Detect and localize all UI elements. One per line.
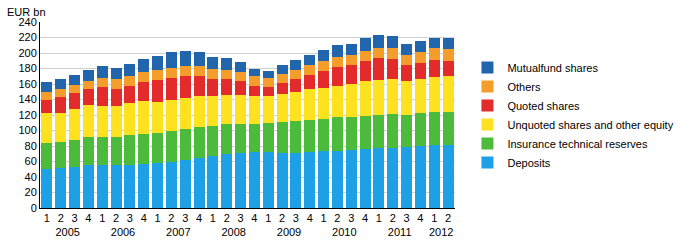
svg-text:2: 2 (58, 212, 64, 224)
svg-text:1: 1 (99, 212, 105, 224)
svg-text:Others: Others (507, 81, 541, 93)
svg-text:2008: 2008 (221, 226, 245, 238)
svg-text:2: 2 (279, 212, 285, 224)
svg-text:1: 1 (155, 212, 161, 224)
svg-text:4: 4 (251, 212, 257, 224)
svg-text:2: 2 (113, 212, 119, 224)
svg-text:3: 3 (293, 212, 299, 224)
svg-text:0: 0 (31, 202, 37, 214)
svg-text:4: 4 (362, 212, 368, 224)
svg-text:4: 4 (85, 212, 91, 224)
svg-text:20: 20 (25, 186, 37, 198)
svg-text:2009: 2009 (277, 226, 301, 238)
svg-text:3: 3 (238, 212, 244, 224)
svg-text:3: 3 (127, 212, 133, 224)
svg-text:Deposits: Deposits (507, 157, 550, 169)
svg-text:1: 1 (210, 212, 216, 224)
svg-text:140: 140 (18, 93, 36, 105)
svg-text:100: 100 (18, 124, 36, 136)
svg-text:Mutualfund shares: Mutualfund shares (507, 62, 598, 74)
svg-text:2: 2 (334, 212, 340, 224)
svg-text:1: 1 (431, 212, 437, 224)
svg-text:220: 220 (18, 31, 36, 43)
svg-text:40: 40 (25, 171, 37, 183)
svg-text:3: 3 (72, 212, 78, 224)
svg-text:1: 1 (265, 212, 271, 224)
svg-text:Unquoted shares and other equi: Unquoted shares and other equity (507, 119, 673, 131)
svg-text:2005: 2005 (55, 226, 79, 238)
svg-text:Quoted shares: Quoted shares (507, 100, 580, 112)
svg-text:2: 2 (224, 212, 230, 224)
svg-text:60: 60 (25, 155, 37, 167)
svg-text:1: 1 (376, 212, 382, 224)
svg-text:EUR bn: EUR bn (7, 6, 46, 18)
svg-text:3: 3 (404, 212, 410, 224)
svg-text:2: 2 (390, 212, 396, 224)
svg-text:160: 160 (18, 78, 36, 90)
svg-text:2: 2 (168, 212, 174, 224)
svg-text:2012: 2012 (429, 226, 453, 238)
svg-text:3: 3 (348, 212, 354, 224)
svg-text:180: 180 (18, 62, 36, 74)
svg-text:2: 2 (445, 212, 451, 224)
svg-text:1: 1 (44, 212, 50, 224)
svg-text:3: 3 (182, 212, 188, 224)
svg-text:4: 4 (196, 212, 202, 224)
svg-text:2010: 2010 (332, 226, 356, 238)
svg-text:200: 200 (18, 47, 36, 59)
svg-text:240: 240 (18, 16, 36, 28)
svg-text:Insurance technical reserves: Insurance technical reserves (507, 138, 648, 150)
svg-text:2011: 2011 (388, 226, 412, 238)
svg-text:2006: 2006 (111, 226, 135, 238)
svg-text:1: 1 (321, 212, 327, 224)
svg-text:4: 4 (417, 212, 423, 224)
svg-text:4: 4 (141, 212, 147, 224)
svg-text:2007: 2007 (166, 226, 190, 238)
svg-text:80: 80 (25, 140, 37, 152)
svg-text:4: 4 (307, 212, 313, 224)
svg-text:120: 120 (18, 109, 36, 121)
